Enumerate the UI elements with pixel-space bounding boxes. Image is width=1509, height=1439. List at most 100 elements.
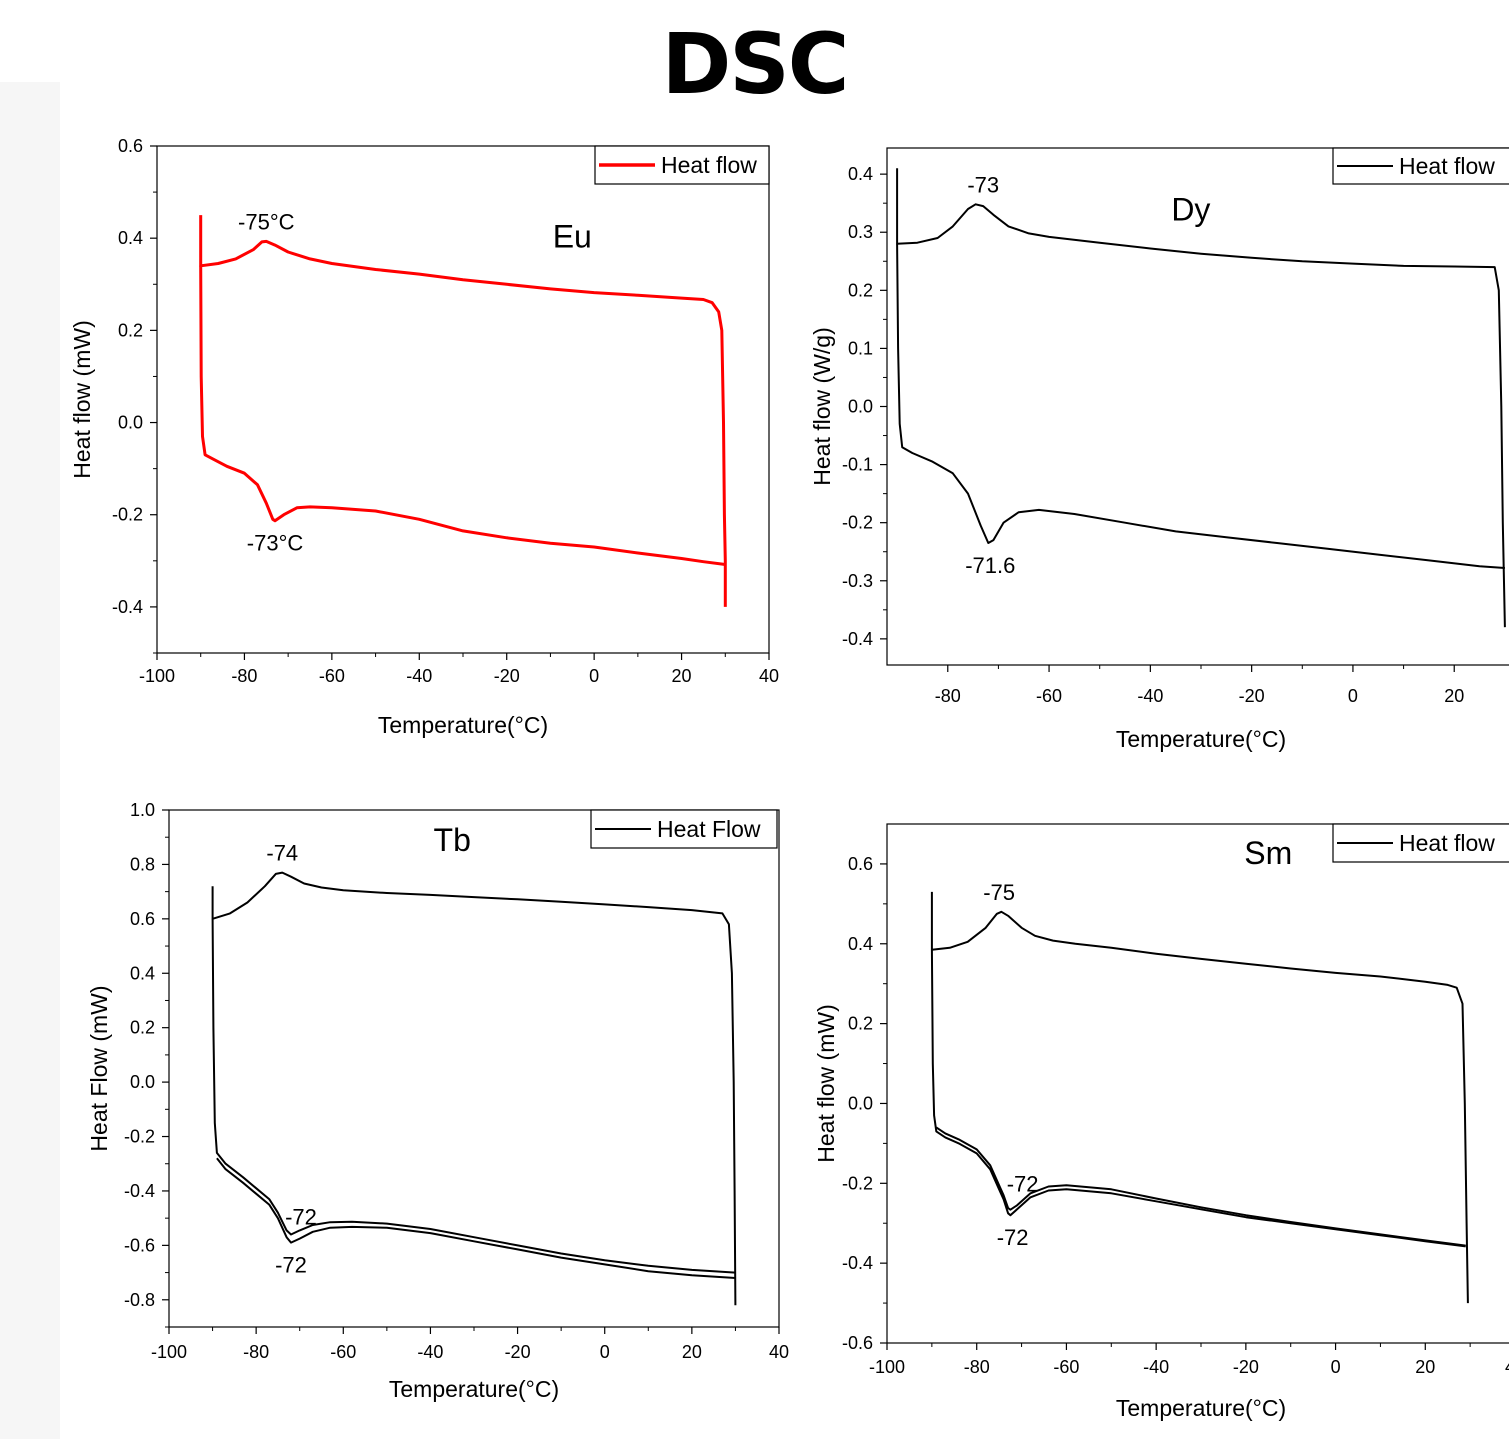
y-tick-label: -0.1 [842,455,873,475]
y-axis-label: Heat flow (W/g) [809,327,835,485]
series-line [211,918,736,1274]
x-tick-label: -60 [319,666,345,686]
x-tick-label: -40 [406,666,432,686]
chart-tb: -100 -80 -60 -40 -20 0 20 40 -0.8 -0.6 -0.4 -0.2 0.0… [86,800,789,1402]
element-label: Tb [434,822,471,858]
peak-annotation: -75°C [238,209,295,234]
x-tick-label: 0 [1348,686,1358,706]
y-tick-label: 0.4 [130,963,155,983]
peak-annotation: -73°C [247,531,304,556]
x-tick-label: -40 [417,1342,443,1362]
y-tick-label: 0.2 [118,320,143,340]
x-tick-label: -40 [1143,1357,1169,1377]
y-tick-label: -0.3 [842,571,873,591]
y-tick-label: -0.6 [842,1333,873,1353]
x-tick-label: -60 [1053,1357,1079,1377]
y-tick-label: 0.6 [848,854,873,874]
y-tick-label: 0.2 [848,280,873,300]
peak-annotation: -74 [266,841,298,866]
y-tick-label: 0.3 [848,222,873,242]
y-tick-label: 0.8 [130,854,155,874]
x-tick-label: 40 [1505,1357,1509,1377]
y-tick-label: 0.0 [848,1093,873,1113]
peak-annotation: -75 [983,880,1015,905]
x-tick-label: -20 [1239,686,1265,706]
peak-annotation: -72 [997,1225,1029,1250]
left-margin-strip [0,82,60,1439]
y-tick-label: -0.2 [112,505,143,525]
x-axis-label: Temperature(°C) [1116,1395,1286,1421]
series-line [199,265,726,566]
y-tick-label: 0.6 [130,909,155,929]
x-tick-label: 20 [1444,686,1464,706]
x-tick-label: 0 [589,666,599,686]
legend-label: Heat flow [1399,830,1495,856]
x-axis-label: Temperature(°C) [389,1376,559,1402]
x-tick-label: -60 [1036,686,1062,706]
chart-dy: -80 -60 -40 -20 0 20 -0.4 -0.3 -0.2 -0.1 0.0 0.1 0.2… [809,147,1509,752]
y-tick-label: 0.0 [848,397,873,417]
x-tick-label: -60 [330,1342,356,1362]
series-line [896,168,1506,628]
series-line [896,243,1505,569]
peak-annotation: -72 [285,1204,317,1229]
x-tick-label: -80 [231,666,257,686]
y-axis-label: Heat flow (mW) [69,320,95,478]
x-axis-label: Temperature(°C) [378,712,548,738]
x-axis-label: Temperature(°C) [1116,726,1286,752]
x-tick-label: -80 [964,1357,990,1377]
page-title: DSC [661,15,850,113]
y-tick-label: -0.2 [842,513,873,533]
x-tick-label: 20 [682,1342,702,1362]
series-line [211,871,737,1306]
y-tick-label: -0.2 [124,1127,155,1147]
x-tick-label: 20 [672,666,692,686]
chart-sm: -100 -80 -60 -40 -20 0 20 40 -0.6 -0.4 -0.2 0.0 0.2 0… [813,823,1509,1421]
legend-label: Heat Flow [657,816,761,842]
x-tick-label: -80 [935,686,961,706]
y-tick-label: 0.4 [848,934,873,954]
element-label: Dy [1171,192,1210,228]
y-tick-label: 1.0 [130,800,155,820]
series-line [930,891,1469,1304]
peak-annotation: -71.6 [965,553,1015,578]
series-line [216,1157,736,1279]
x-tick-label: 20 [1415,1357,1435,1377]
peak-annotation: -73 [967,172,999,197]
x-tick-label: 40 [759,666,779,686]
plot-frame [886,823,1509,1344]
x-tick-label: -20 [505,1342,531,1362]
peak-annotation: -72 [275,1253,307,1278]
x-tick-label: 0 [600,1342,610,1362]
legend-label: Heat flow [1399,153,1495,179]
y-tick-label: 0.6 [118,136,143,156]
y-tick-label: -0.4 [112,597,143,617]
series-line [930,949,1466,1248]
y-axis-label: Heat Flow (mW) [86,985,112,1151]
y-tick-label: 0.4 [118,228,143,248]
y-tick-label: -0.4 [842,629,873,649]
series-line [199,215,727,607]
y-tick-label: -0.4 [842,1253,873,1273]
x-tick-label: 40 [769,1342,789,1362]
y-tick-label: -0.8 [124,1290,155,1310]
y-tick-label: 0.0 [130,1072,155,1092]
y-tick-label: -0.2 [842,1173,873,1193]
x-tick-label: 0 [1331,1357,1341,1377]
chart-eu: -100 -80 -60 -40 -20 0 20 40 -0.4 -0.2 0.0 0.2 0.4 0.… [69,136,779,738]
peak-annotation: -72 [1007,1171,1039,1196]
y-tick-label: 0.0 [118,413,143,433]
y-tick-label: 0.2 [130,1018,155,1038]
series-line [935,1126,1466,1247]
y-tick-label: -0.6 [124,1235,155,1255]
x-tick-label: -100 [869,1357,905,1377]
y-tick-label: 0.1 [848,338,873,358]
plot-frame [168,809,780,1328]
y-tick-label: -0.4 [124,1181,155,1201]
x-tick-label: -20 [1233,1357,1259,1377]
x-tick-label: -80 [243,1342,269,1362]
x-tick-label: -100 [151,1342,187,1362]
x-tick-label: -40 [1137,686,1163,706]
y-axis-label: Heat flow (mW) [813,1004,839,1162]
y-tick-label: 0.4 [848,164,873,184]
